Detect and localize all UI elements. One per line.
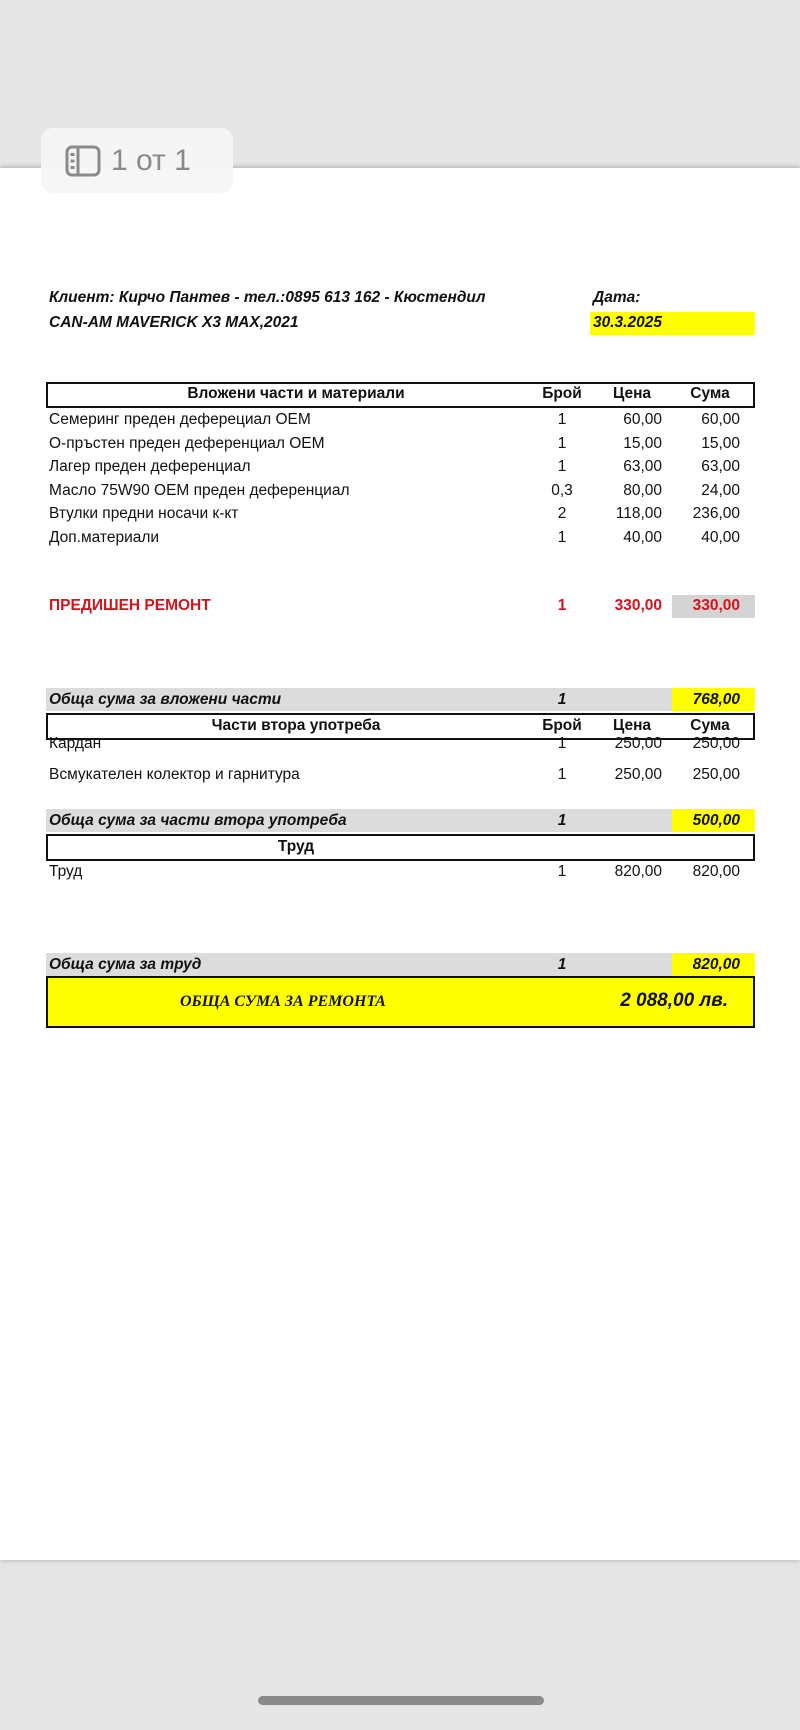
item-sum: 40,00 [701,529,740,546]
item-qty: 0,3 [551,481,573,499]
item-price: 80,00 [623,481,662,499]
parts-total-value: 768,00 [692,691,740,708]
date-highlight [590,312,755,335]
date-value: 30.3.2025 [593,314,662,331]
item-sum: 250,00 [692,735,740,752]
item-qty: 1 [557,863,567,880]
previous-qty: 1 [557,597,567,614]
used-col-price: Цена [612,717,652,734]
used-col-qty: Брой [542,717,582,734]
item-qty: 1 [557,529,567,546]
previous-sum-cell [672,595,755,618]
grand-total-value: 2 088,00 лв. [620,990,728,1011]
parts-title: Вложени части и материали [187,385,405,402]
item-price: 63,00 [623,458,662,476]
item-name: Масло 75W90 OEM преден деференциал [49,481,350,499]
previous-sum: 330,00 [692,597,740,614]
sidebar-panel-icon[interactable] [65,145,101,177]
item-sum: 63,00 [701,458,740,476]
item-price: 250,00 [614,766,662,783]
parts-total-label: Обща сума за вложени части [49,691,282,708]
item-name: О-пръстен преден деференциал ОЕМ [49,434,325,452]
date-label: Дата: [593,289,641,306]
parts-total-qty: 1 [557,691,567,708]
used-title: Части втора употреба [211,717,381,734]
grand-total-label: ОБЩА СУМА ЗА РЕМОНТА [180,993,386,1010]
item-price: 250,00 [614,735,662,752]
labor-total-label: Обща сума за труд [49,956,202,973]
item-qty: 1 [557,434,567,452]
previous-price: 330,00 [614,597,662,614]
item-name: Втулки предни носачи к-кт [49,505,239,523]
item-qty: 1 [557,735,567,752]
item-sum: 60,00 [701,411,740,428]
item-sum: 15,00 [701,434,740,452]
labor-total-row [46,953,755,976]
grand-total-box [46,976,755,1028]
item-qty: 1 [557,766,567,783]
item-name: Семеринг преден деферециал ОЕМ [49,411,311,428]
home-indicator[interactable] [258,1696,544,1705]
item-qty: 1 [557,411,567,428]
labor-total-highlight [672,953,755,976]
labor-header [46,834,755,861]
col-price: Цена [612,385,652,402]
page-count: 1 от 1 [111,143,191,177]
used-total-qty: 1 [557,812,567,829]
parts-total-row [46,688,755,711]
labor-title: Труд [277,838,315,855]
used-total-row [46,809,755,832]
item-sum: 250,00 [692,766,740,783]
item-price: 820,00 [614,863,662,880]
used-header [46,713,755,740]
used-total-value: 500,00 [692,812,740,829]
item-name: Кардан [49,735,102,752]
parts-total-highlight [672,688,755,711]
item-name: Труд [49,863,83,880]
item-name: Доп.материали [49,529,160,546]
client-info: Клиент: Кирчо Пантев - тел.:0895 613 162… [49,289,486,306]
item-price: 118,00 [615,505,662,523]
vehicle-info: CAN-AM MAVERICK X3 MAX,2021 [49,314,299,331]
item-price: 40,00 [623,529,662,546]
item-price: 60,00 [623,411,662,428]
used-total-label: Обща сума за части втора употреба [49,812,347,829]
item-qty: 1 [557,458,567,476]
used-col-sum: Сума [690,717,730,734]
used-total-highlight [672,809,755,832]
item-sum: 24,00 [701,481,740,499]
item-qty: 2 [557,505,567,523]
item-name: Лагер преден деференциал [49,458,251,476]
col-qty: Брой [542,385,582,402]
col-sum: Сума [690,385,730,402]
item-sum: 820,00 [692,863,740,880]
labor-total-qty: 1 [557,956,567,973]
labor-total-value: 820,00 [692,956,740,973]
page-indicator: 1 от 1 [41,128,233,193]
item-name: Всмукателен колектор и гарнитура [49,766,300,783]
item-price: 15,00 [623,434,662,452]
previous-repair-label: ПРЕДИШЕН РЕМОНТ [49,597,211,614]
item-sum: 236,00 [692,505,740,523]
parts-header [46,382,755,408]
